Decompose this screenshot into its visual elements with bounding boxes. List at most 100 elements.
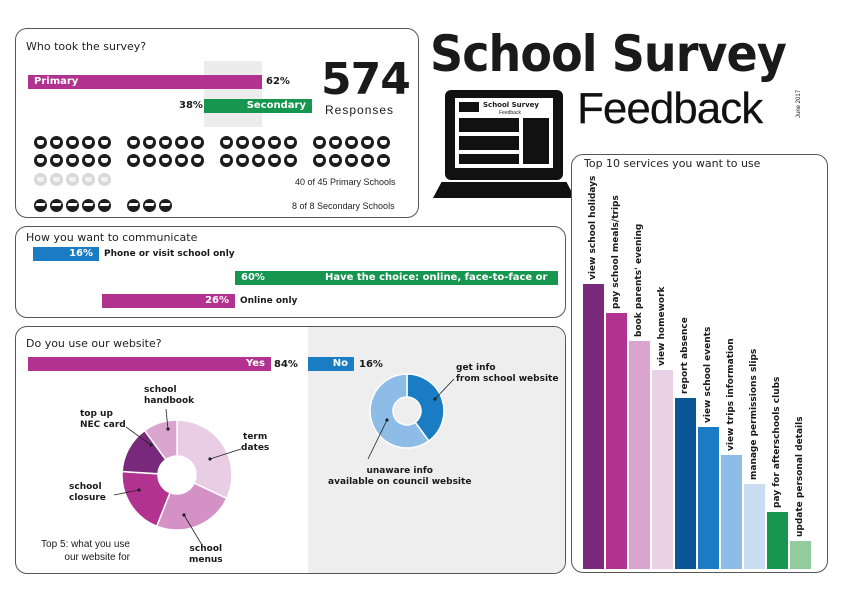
- top5-leader-handbook: [165, 408, 169, 430]
- school-icon: [268, 136, 281, 149]
- no-label: No: [332, 358, 348, 369]
- top5-label-handbook: school handbook: [144, 385, 195, 406]
- primary-pct: 62%: [266, 76, 290, 87]
- comm-bar-choice: 60% Have the choice: online, face-to-fac…: [235, 271, 558, 297]
- top5-slice-closure: [121, 470, 171, 528]
- school-icon: [143, 154, 156, 167]
- school-icon: [159, 136, 172, 149]
- info-leader-get: [434, 378, 455, 400]
- page-date: June 2017: [796, 89, 802, 118]
- graduation-cap-icon: [66, 199, 79, 212]
- website-panel: Do you use our website? Yes 84% No 16% s…: [15, 326, 566, 574]
- primary-bar: Primary: [28, 75, 262, 89]
- school-icon: [284, 154, 297, 167]
- service-label: view trips information: [726, 338, 736, 451]
- school-icon: [82, 136, 95, 149]
- school-icon: [34, 136, 47, 149]
- school-icon: [50, 136, 63, 149]
- school-icon: [34, 173, 47, 186]
- comm-bar-phone: 16%: [33, 247, 99, 261]
- school-icon: [345, 154, 358, 167]
- info-label-unaware: unaware info available on council website: [328, 466, 472, 487]
- info-donut-chart: [367, 373, 455, 460]
- school-icon: [50, 154, 63, 167]
- graduation-cap-icon: [82, 199, 95, 212]
- school-icon: [50, 173, 63, 186]
- school-icon: [329, 136, 342, 149]
- no-bar: No: [308, 357, 354, 371]
- page-title: School Survey: [430, 25, 787, 83]
- info-leader-unaware-dot: [385, 418, 389, 422]
- services-bar-chart: view school holidays pay school meals/tri…: [572, 155, 827, 572]
- secondary-bar: Secondary: [204, 99, 312, 113]
- graduation-cap-icon: [127, 199, 140, 212]
- primary-schools-row-3: [34, 173, 111, 186]
- top5-leader-handbook-dot: [166, 427, 170, 431]
- school-icon: [361, 154, 374, 167]
- school-icon: [191, 136, 204, 149]
- services-panel: Top 10 services you want to use view sch…: [571, 154, 828, 573]
- service-bar: [721, 455, 742, 569]
- service-label: view school holidays: [588, 175, 598, 280]
- service-label: book parents' evening: [634, 223, 644, 337]
- top5-leader-term: [209, 448, 242, 460]
- school-icon: [191, 154, 204, 167]
- school-icon: [175, 136, 188, 149]
- laptop-illustration: School Survey Feedback: [433, 90, 575, 200]
- service-bar: [583, 284, 604, 569]
- service-bar: [744, 483, 765, 569]
- primary-schools-row-1: [34, 136, 390, 149]
- primary-label: Primary: [34, 76, 79, 87]
- top5-leader-menus: [183, 514, 203, 546]
- top5-label-menus: school menus: [189, 544, 223, 565]
- services-title: Top 10 services you want to use: [584, 157, 761, 170]
- secondary-schools-row: [34, 199, 172, 212]
- website-title: Do you use our website?: [26, 337, 162, 350]
- top5-donut-chart: [113, 408, 242, 546]
- communicate-panel: How you want to communicate 16% Phone or…: [15, 226, 566, 318]
- school-icon: [143, 136, 156, 149]
- graduation-cap-icon: [159, 199, 172, 212]
- comm-bar-online: 26%: [102, 294, 235, 308]
- school-icon: [82, 154, 95, 167]
- school-icon: [236, 154, 249, 167]
- school-icon: [66, 173, 79, 186]
- school-icon: [220, 154, 233, 167]
- primary-schools-text: 40 of 45 Primary Schools: [295, 177, 396, 187]
- service-bar: [652, 369, 673, 569]
- school-icon: [220, 136, 233, 149]
- graduation-cap-icon: [34, 199, 47, 212]
- top5-leader-nec-dot: [149, 443, 153, 447]
- survey-panel: Who took the survey? Primary 62% 38% Sec…: [15, 28, 419, 218]
- service-bar: [790, 540, 811, 569]
- school-icon: [268, 154, 281, 167]
- info-leader-unaware: [367, 419, 388, 460]
- secondary-schools-text: 8 of 8 Secondary Schools: [292, 201, 395, 211]
- top5-label-term: term dates: [241, 432, 270, 453]
- service-label: update personal details: [795, 415, 805, 537]
- top5-leader-term-dot: [208, 457, 212, 461]
- graduation-cap-icon: [50, 199, 63, 212]
- school-icon: [329, 154, 342, 167]
- service-label: pay for afterschools clubs: [772, 376, 782, 508]
- service-label: report absence: [680, 317, 690, 394]
- school-icon: [98, 154, 111, 167]
- service-bar: [767, 512, 788, 569]
- no-pct: 16%: [359, 359, 383, 370]
- graduation-cap-icon: [98, 199, 111, 212]
- school-icon: [66, 154, 79, 167]
- school-icon: [252, 154, 265, 167]
- school-icon: [361, 136, 374, 149]
- school-icon: [175, 154, 188, 167]
- comm-pct-phone: 16%: [69, 248, 93, 259]
- comm-label-phone: Phone or visit school only: [104, 249, 235, 259]
- secondary-pct: 38%: [179, 100, 203, 111]
- laptop-screen-subtitle: Feedback: [499, 110, 521, 116]
- school-icon: [313, 154, 326, 167]
- info-slice-get: [406, 373, 445, 442]
- school-icon: [236, 136, 249, 149]
- top5-slice-menus: [155, 482, 228, 531]
- top5-label-closure: school closure: [69, 482, 106, 503]
- school-icon: [313, 136, 326, 149]
- responses-count: 574: [321, 54, 411, 105]
